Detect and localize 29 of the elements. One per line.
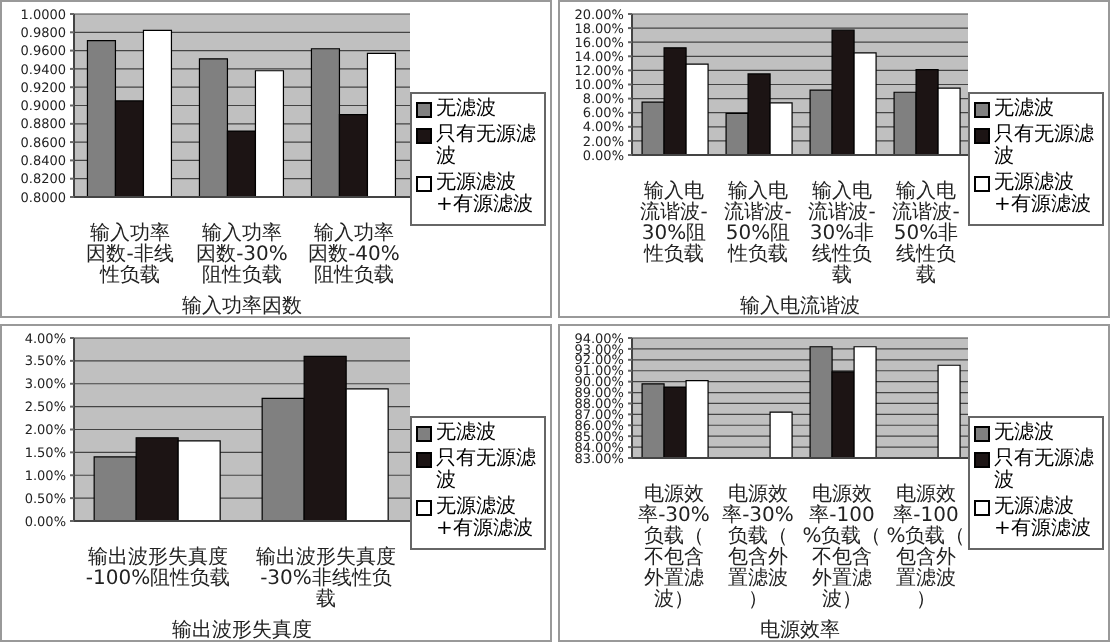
x-tick-label: 输出波形失真度-100%阻性负载 (85, 545, 231, 590)
legend-label: 无源滤波+有源滤波 (994, 172, 1093, 216)
legend-label: 无滤波 (436, 98, 496, 120)
legend-label: 无滤波 (436, 422, 496, 444)
x-tick-label: 输入电流谐波-30%阻性负载 (640, 179, 709, 266)
legend-label: 无源滤波+有源滤波 (994, 496, 1093, 540)
legend-label: 只有无源滤波 (436, 124, 538, 168)
x-tick-label: 输入电流谐波-50%非线性负载 (892, 179, 961, 287)
x-axis-title: 电源效率 (760, 618, 840, 642)
legend-label: 只有无源滤波 (436, 448, 538, 492)
x-tick-label: 输入功率因数-40%阻性负载 (308, 221, 400, 287)
x-axis-title: 输出波形失真度 (172, 618, 312, 642)
x-tick-label: 输入功率因数-非线性负载 (86, 221, 174, 287)
legend-label: 只有无源滤波 (994, 124, 1096, 168)
x-axis-title: 输入电流谐波 (740, 294, 860, 318)
x-tick-label: 输入功率因数-30%阻性负载 (196, 221, 288, 287)
x-tick-label: 电源效率-100%负载（包含外置滤波） (886, 482, 966, 611)
legend-label: 无滤波 (994, 98, 1054, 120)
x-tick-label: 输入电流谐波-30%非线性负载 (808, 179, 877, 287)
x-tick-label: 电源效率-100%负载（不包含外置滤波） (802, 482, 882, 611)
x-axis-title: 输入功率因数 (182, 294, 302, 318)
legend-label: 无源滤波+有源滤波 (436, 172, 535, 216)
legend-label: 无源滤波+有源滤波 (436, 496, 535, 540)
x-tick-label: 输入电流谐波-50%阻性负载 (724, 179, 793, 266)
x-tick-label: 电源效率-30%负载（不包含外置滤波） (638, 482, 710, 611)
x-tick-label: 输出波形失真度-30%非线性负载 (256, 545, 396, 611)
legend-label: 无滤波 (994, 422, 1054, 444)
legend-label: 只有无源滤波 (994, 448, 1096, 492)
x-tick-label: 电源效率-30%负载（包含外置滤波） (722, 482, 794, 611)
